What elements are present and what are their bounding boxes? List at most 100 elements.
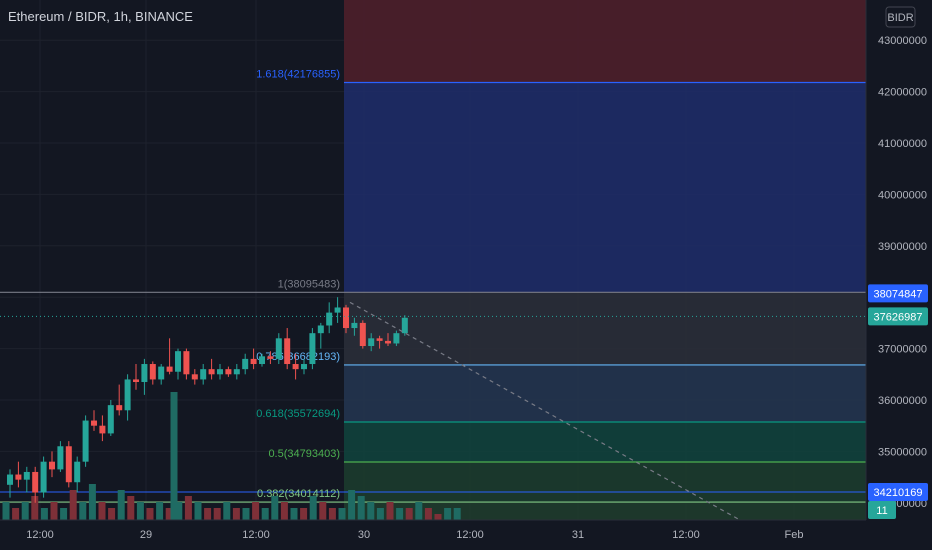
candle-body — [326, 312, 333, 326]
time-tick-label: 31 — [572, 529, 584, 541]
candle-body — [208, 369, 215, 375]
currency-badge[interactable] — [885, 6, 916, 28]
volume-bar — [232, 508, 240, 520]
volume-bar — [424, 508, 432, 520]
time-tick-label: 29 — [140, 529, 152, 541]
candle-body — [15, 474, 22, 480]
fib-level-label: 1.618(42176855) — [256, 69, 340, 81]
fib-level-label: 0.618(35572694) — [256, 408, 340, 420]
candle-body — [32, 471, 39, 493]
trend-line — [349, 301, 741, 521]
price-tick-label: 42000000 — [878, 87, 927, 99]
volume-bar — [194, 502, 202, 520]
candle-body — [166, 366, 173, 372]
candle-body — [292, 364, 299, 370]
candle-body — [401, 317, 408, 334]
volume-bar — [204, 508, 212, 520]
volume-bar — [184, 496, 192, 520]
volume-bar — [300, 508, 308, 520]
candle-body — [233, 369, 240, 375]
volume-bar — [271, 496, 279, 520]
fib-level-label: 0.382(34014112) — [257, 488, 340, 500]
fib-zone — [344, 292, 866, 365]
candle-body — [200, 369, 207, 380]
candle-body — [82, 420, 89, 462]
fib-zone — [344, 462, 866, 503]
candle-body — [368, 338, 375, 347]
volume-bar — [31, 496, 39, 520]
volume-bar — [165, 508, 173, 520]
candle-body — [65, 446, 72, 483]
volume-bar — [252, 502, 260, 520]
volume-bar — [434, 514, 442, 520]
price-tick-label: 37000000 — [878, 344, 927, 356]
volume-bar — [117, 490, 125, 520]
volume-bar — [136, 502, 144, 520]
volume-bar — [146, 508, 154, 520]
candle-body — [393, 333, 400, 344]
volume-bar — [156, 502, 164, 520]
candle-body — [301, 364, 307, 370]
price-label — [868, 482, 928, 501]
candle-body — [275, 338, 282, 359]
time-tick-label: 12:00 — [242, 529, 270, 541]
candle-body — [217, 369, 223, 375]
candle-body — [149, 364, 156, 380]
candle-body — [359, 322, 366, 347]
volume-bar — [376, 508, 384, 520]
time-tick-label: 30 — [358, 529, 370, 541]
volume-bar — [386, 502, 394, 520]
volume-badge-text: 11 — [876, 505, 887, 517]
volume-bar — [12, 508, 20, 520]
volume-bar — [242, 508, 250, 520]
time-tick-label: Feb — [785, 529, 804, 541]
candle-body — [40, 461, 47, 493]
time-tick-label: 12:00 — [672, 529, 700, 541]
candle-body — [57, 446, 64, 470]
candle-body — [99, 425, 106, 434]
fib-zone — [344, 0, 866, 83]
time-tick-label: 12:00 — [456, 529, 484, 541]
fib-zone — [344, 82, 866, 293]
fib-zone — [344, 364, 866, 422]
volume-bar — [290, 508, 298, 520]
candle-body — [284, 338, 291, 365]
volume-bar — [280, 502, 288, 520]
volume-bar — [127, 496, 135, 520]
candle-body — [242, 358, 249, 370]
price-axis — [866, 0, 932, 550]
volume-bar — [98, 502, 106, 520]
candle-body — [175, 351, 181, 372]
candle-body — [225, 369, 232, 375]
candle-body — [343, 307, 349, 329]
volume-bar — [396, 508, 404, 520]
candle-body — [385, 340, 391, 344]
candle-body — [133, 379, 139, 383]
volume-bar — [328, 508, 336, 520]
volume-bar — [338, 508, 346, 520]
volume-bar — [261, 508, 269, 520]
fib-zone — [344, 502, 866, 520]
time-tick-label: 12:00 — [26, 529, 54, 541]
currency-badge-text[interactable]: BIDR — [887, 12, 913, 24]
price-label-text: 37626987 — [874, 311, 923, 323]
price-tick-label: 35000000 — [878, 446, 927, 458]
candle-body — [74, 461, 81, 483]
candle-body — [191, 374, 198, 380]
candle-body — [23, 471, 30, 480]
volume-bar — [223, 502, 231, 520]
volume-badge — [868, 501, 896, 519]
candle-body — [259, 356, 265, 365]
candle-body — [267, 356, 274, 359]
symbol-title[interactable]: Ethereum / BIDR, 1h, BINANCE — [8, 9, 193, 24]
price-tick-label: 36000000 — [878, 395, 927, 407]
volume-bar — [348, 490, 356, 520]
volume-bar — [175, 502, 183, 520]
volume-bar — [69, 490, 77, 520]
candle-body — [250, 358, 257, 365]
candle-body — [91, 420, 97, 426]
volume-bar — [415, 502, 423, 520]
volume-bar — [50, 502, 58, 520]
candle-body — [124, 379, 131, 411]
